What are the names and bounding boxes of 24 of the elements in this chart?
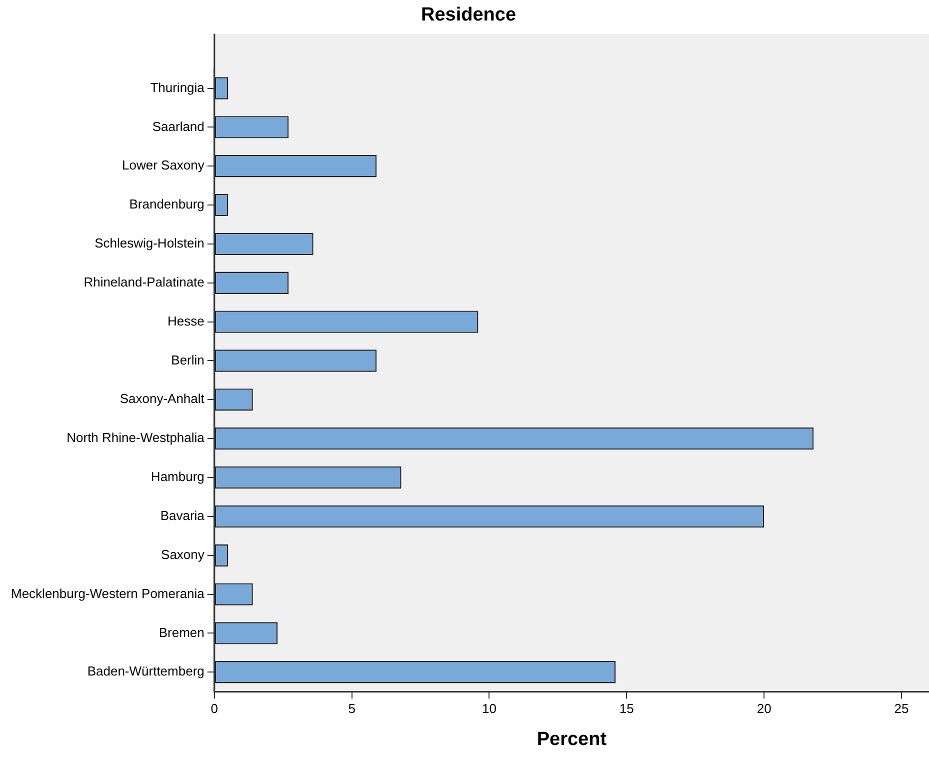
y-tick-label: Saarland xyxy=(152,118,204,134)
y-tick-label: Hamburg xyxy=(150,469,204,484)
y-tick-label: Rhineland-Palatinate xyxy=(84,274,204,290)
y-tick-label: Brandenburg xyxy=(129,196,204,212)
x-tick-label: 15 xyxy=(619,700,634,716)
y-tick-label: North Rhine-Westphalia xyxy=(66,430,206,446)
chart-title: Residence xyxy=(420,4,516,26)
x-tick-label: 20 xyxy=(756,700,772,716)
y-tick-label: Berlin xyxy=(171,352,204,368)
x-tick-label: 5 xyxy=(348,700,356,716)
x-tick-label: 0 xyxy=(210,700,218,716)
x-tick-label: 25 xyxy=(894,700,909,716)
y-tick-label: Mecklenburg-Western Pomerania xyxy=(10,586,206,601)
y-tick-label: Saxony xyxy=(161,546,205,562)
x-axis-title: Percent xyxy=(536,728,608,750)
y-tick-label: Thuringia xyxy=(150,80,206,95)
y-tick-label: Hesse xyxy=(168,313,204,328)
y-tick-label: Schleswig-Holstein xyxy=(94,236,204,251)
y-tick-label: Saxony-Anhalt xyxy=(120,391,205,406)
y-tick-label: Bavaria xyxy=(160,508,206,524)
x-tick-label: 10 xyxy=(482,700,496,716)
y-tick-label: Bremen xyxy=(158,624,204,640)
y-tick-label: Baden-Württemberg xyxy=(87,664,204,679)
y-tick-label: Lower Saxony xyxy=(122,158,205,173)
